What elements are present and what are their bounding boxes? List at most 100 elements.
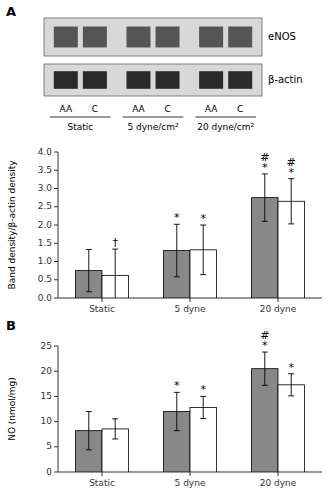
error-cap xyxy=(86,291,92,292)
y-tick-label: 2.5 xyxy=(38,201,52,211)
error-cap xyxy=(200,274,206,275)
lane-label: C xyxy=(92,104,98,114)
y-tick-label: 15 xyxy=(41,391,52,401)
x-tick-label: Static xyxy=(89,304,115,314)
error-stem xyxy=(291,374,292,396)
error-bar xyxy=(86,412,92,450)
blot-strip xyxy=(44,18,262,56)
y-tick-label: 1.0 xyxy=(38,256,53,266)
error-cap xyxy=(86,449,92,450)
error-bar xyxy=(262,174,268,221)
row-label: β-actin xyxy=(268,74,303,85)
bar-panel: 0.00.51.01.52.02.53.03.54.0Band density/… xyxy=(7,147,323,315)
error-bar xyxy=(288,374,294,396)
y-tick xyxy=(54,421,58,422)
y-tick xyxy=(54,279,58,280)
x-tick-label: 5 dyne xyxy=(175,304,206,314)
row-label: eNOS xyxy=(268,31,296,42)
error-bar xyxy=(262,352,268,385)
error-stem xyxy=(115,419,116,439)
annotation: * xyxy=(174,379,180,392)
error-stem xyxy=(88,249,89,291)
x-tick xyxy=(102,472,103,476)
error-cap xyxy=(288,395,294,396)
x-tick-label: Static xyxy=(89,478,115,488)
blot-strip xyxy=(44,64,262,96)
error-cap xyxy=(174,276,180,277)
y-tick xyxy=(54,188,58,189)
lane-label: AA xyxy=(132,104,145,114)
y-tick xyxy=(54,371,58,372)
error-bar xyxy=(200,396,206,418)
x-tick xyxy=(278,472,279,476)
x-tick-label: 5 dyne xyxy=(175,478,206,488)
blot-band xyxy=(199,71,223,89)
y-axis-label: NO (nmol/mg) xyxy=(7,377,17,441)
plot-area xyxy=(76,174,305,298)
annotation: # xyxy=(287,156,296,169)
error-cap xyxy=(112,438,118,439)
error-stem xyxy=(115,249,116,298)
y-tick xyxy=(54,170,58,171)
annotation: * xyxy=(288,361,294,374)
blot-band xyxy=(156,71,180,89)
error-cap xyxy=(262,385,268,386)
y-tick xyxy=(54,243,58,244)
blot-band xyxy=(156,27,180,48)
y-tick xyxy=(54,396,58,397)
y-tick-label: 25 xyxy=(41,341,52,351)
error-stem xyxy=(176,392,177,430)
group-label: Static xyxy=(67,122,93,132)
error-cap xyxy=(288,223,294,224)
y-tick-label: 3.0 xyxy=(38,183,53,193)
error-stem xyxy=(88,412,89,450)
annotation: # xyxy=(260,151,269,164)
annotation: * xyxy=(200,212,206,225)
error-bar xyxy=(112,249,118,298)
annotation: † xyxy=(112,236,118,249)
y-tick-label: 4.0 xyxy=(38,147,53,157)
x-tick-label: 20 dyne xyxy=(260,304,297,314)
error-stem xyxy=(291,179,292,224)
y-tick xyxy=(54,472,58,473)
background xyxy=(0,0,334,500)
bar-panel: B0510152025NO (nmol/mg)Static5 dyne20 dy… xyxy=(6,318,322,488)
y-tick-label: 20 xyxy=(41,366,53,376)
y-tick-label: 2.0 xyxy=(38,220,53,230)
panel-label: A xyxy=(6,4,16,19)
blot-band xyxy=(228,27,252,48)
y-tick xyxy=(54,225,58,226)
plot-area xyxy=(76,352,305,472)
x-tick xyxy=(190,298,191,302)
error-cap xyxy=(200,418,206,419)
y-axis xyxy=(58,152,59,298)
error-cap xyxy=(174,430,180,431)
y-axis xyxy=(58,346,59,472)
x-tick xyxy=(190,472,191,476)
x-tick xyxy=(278,298,279,302)
annotation: * xyxy=(174,211,180,224)
y-tick xyxy=(54,446,58,447)
lane-label: AA xyxy=(60,104,73,114)
y-tick-label: 3.5 xyxy=(38,165,52,175)
error-cap xyxy=(112,418,118,419)
y-tick xyxy=(54,206,58,207)
error-bar xyxy=(86,249,92,291)
y-tick-label: 0 xyxy=(46,467,52,477)
blot-band xyxy=(54,27,78,48)
y-tick-label: 1.5 xyxy=(38,238,52,248)
x-tick-label: 20 dyne xyxy=(260,478,297,488)
blot-band xyxy=(126,71,150,89)
blot-band xyxy=(126,27,150,48)
error-stem xyxy=(264,352,265,385)
blot-band xyxy=(228,71,252,89)
lane-label: C xyxy=(164,104,170,114)
y-axis-label: Band density/β-actin density xyxy=(7,160,17,290)
error-bar xyxy=(288,179,294,224)
bar xyxy=(278,385,304,472)
figure: AeNOSβ-actinAACAACAACStatic5 dyne/cm²20 … xyxy=(0,0,334,500)
error-stem xyxy=(203,225,204,275)
y-tick xyxy=(54,298,58,299)
group-underline xyxy=(50,117,111,118)
blot-band xyxy=(83,27,107,48)
